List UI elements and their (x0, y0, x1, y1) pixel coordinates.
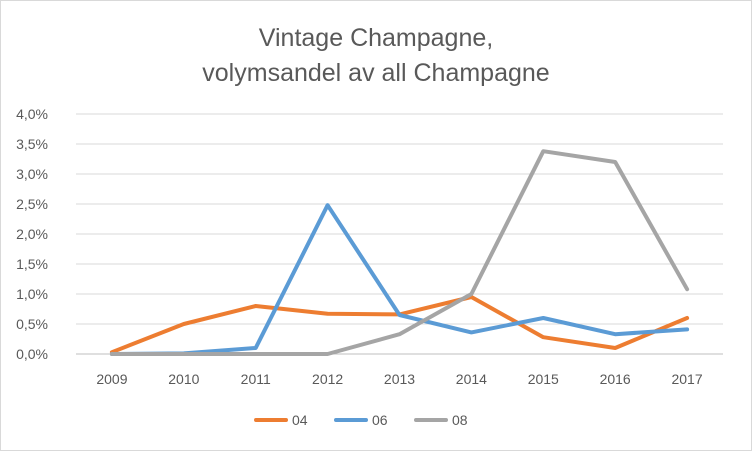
y-axis-ticks: 0,0% 0,5% 1,0% 1,5% 2,0% 2,5% 3,0% 3,5% 4,0% (16, 106, 48, 362)
y-tick-label: 0,5% (16, 316, 48, 332)
chart-title-line-1: Vintage Champagne, (259, 24, 493, 52)
x-tick-label: 2016 (600, 371, 631, 387)
legend: 04 06 08 (254, 412, 468, 428)
chart-title-line-2: volymsandel av all Champagne (202, 59, 549, 87)
series-line-04 (109, 295, 690, 355)
legend-label-08: 08 (452, 412, 468, 428)
y-tick-label: 1,5% (16, 256, 48, 272)
x-axis-ticks: 2009 2010 2011 2012 2013 2014 2015 2016 2017 (96, 371, 702, 387)
y-tick-label: 0,0% (16, 346, 48, 362)
legend-label-04: 04 (292, 412, 308, 428)
legend-label-06: 06 (372, 412, 388, 428)
y-tick-label: 2,0% (16, 226, 48, 242)
y-tick-label: 3,0% (16, 166, 48, 182)
chart-title: Vintage Champagne, volymsandel av all Ch… (202, 24, 549, 87)
y-tick-label: 1,0% (16, 286, 48, 302)
x-tick-label: 2009 (96, 371, 127, 387)
x-tick-label: 2017 (671, 371, 702, 387)
x-tick-label: 2013 (384, 371, 415, 387)
x-tick-label: 2015 (528, 371, 559, 387)
x-tick-label: 2010 (168, 371, 199, 387)
x-tick-label: 2011 (241, 371, 271, 387)
gridlines (76, 113, 723, 355)
x-tick-label: 2014 (456, 371, 487, 387)
series-lines (109, 149, 690, 356)
series-line-08 (109, 149, 690, 356)
y-tick-label: 3,5% (16, 136, 48, 152)
x-tick-label: 2012 (312, 371, 343, 387)
y-tick-label: 2,5% (16, 196, 48, 212)
series-line-06 (109, 203, 690, 356)
y-tick-label: 4,0% (16, 106, 48, 122)
